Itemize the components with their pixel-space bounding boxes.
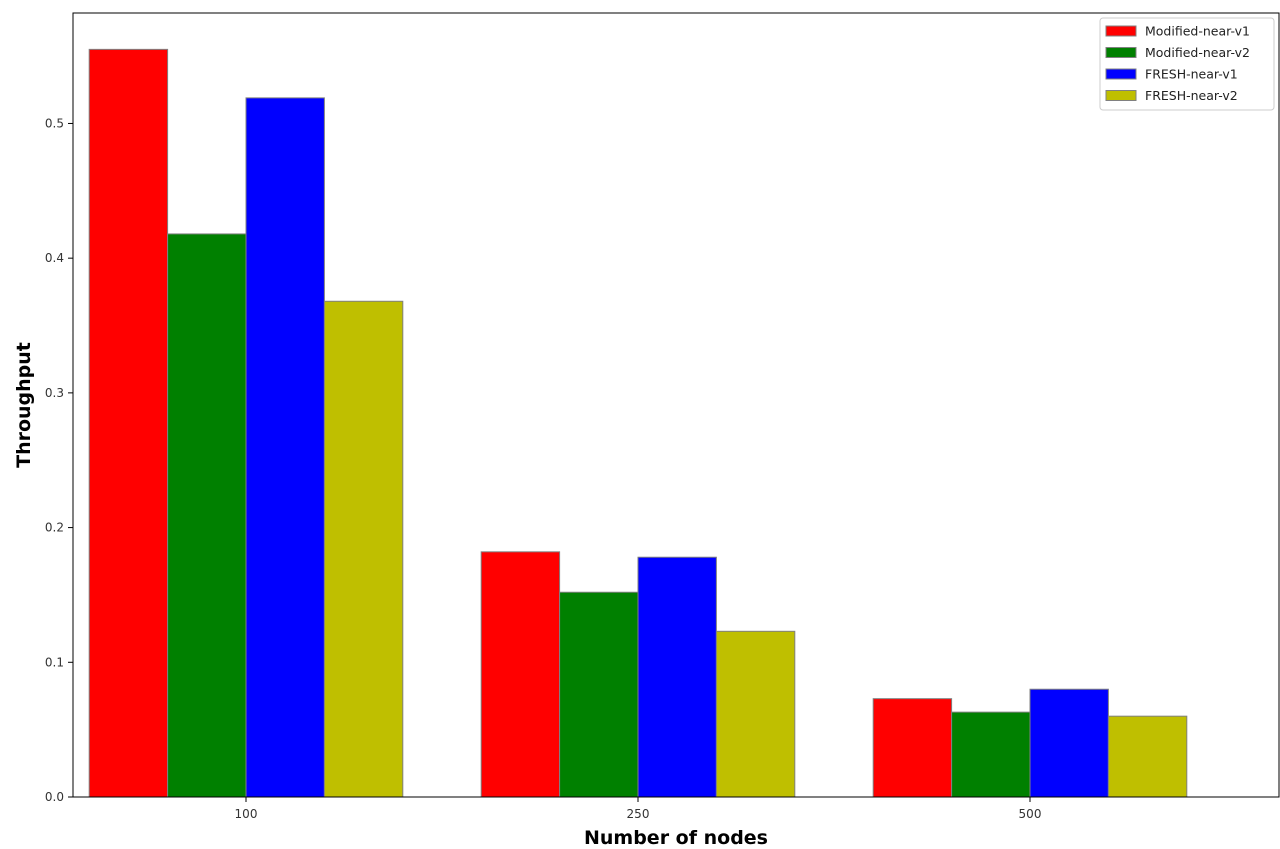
bar-modified-near-v2-250	[559, 591, 639, 798]
y-tick-label: 0.3	[45, 386, 64, 400]
y-tick-label: 0.1	[45, 655, 64, 669]
x-tick-label: 250	[627, 807, 650, 821]
legend: Modified-near-v1 Modified-near-v2 FRESH-ne…	[1099, 17, 1275, 111]
legend-label: Modified-near-v2	[1145, 45, 1250, 60]
x-axis-label: Number of nodes	[584, 827, 768, 849]
legend-label: FRESH-near-v2	[1145, 88, 1238, 103]
bar-modified-near-v2-500	[951, 711, 1031, 798]
x-tick-label: 100	[235, 807, 258, 821]
y-tick-label: 0.0	[45, 790, 64, 804]
bar-modified-near-v1-500	[872, 698, 953, 798]
bar-modified-near-v1-250	[480, 551, 561, 798]
y-tick-label: 0.2	[45, 521, 64, 535]
plot-frame	[72, 12, 1280, 798]
bar-modified-near-v2-100	[167, 233, 247, 798]
y-axis-label: Throughput	[13, 342, 35, 468]
bar-fresh-near-v2-100	[323, 300, 404, 798]
legend-label: FRESH-near-v1	[1145, 67, 1238, 82]
bars-group	[88, 48, 1188, 798]
bar-fresh-near-v2-500	[1107, 715, 1188, 798]
bar-fresh-near-v1-250	[637, 556, 717, 798]
bar-modified-near-v1-100	[88, 48, 169, 798]
legend-label: Modified-near-v1	[1145, 24, 1250, 39]
legend-swatch	[1105, 68, 1137, 80]
bar-fresh-near-v2-250	[715, 630, 796, 798]
legend-box	[1099, 17, 1275, 111]
legend-swatch	[1105, 25, 1137, 37]
y-tick-label: 0.5	[45, 116, 64, 130]
bar-fresh-near-v1-100	[245, 97, 325, 798]
legend-swatch	[1105, 47, 1137, 58]
y-axis-ticks: 0.0 0.1 0.2 0.3 0.4 0.5	[45, 116, 73, 804]
legend-swatch	[1105, 90, 1137, 101]
x-tick-label: 500	[1019, 807, 1042, 821]
x-axis-ticks: 100 250 500	[235, 797, 1042, 821]
bar-fresh-near-v1-500	[1029, 688, 1109, 798]
y-tick-label: 0.4	[45, 251, 64, 265]
